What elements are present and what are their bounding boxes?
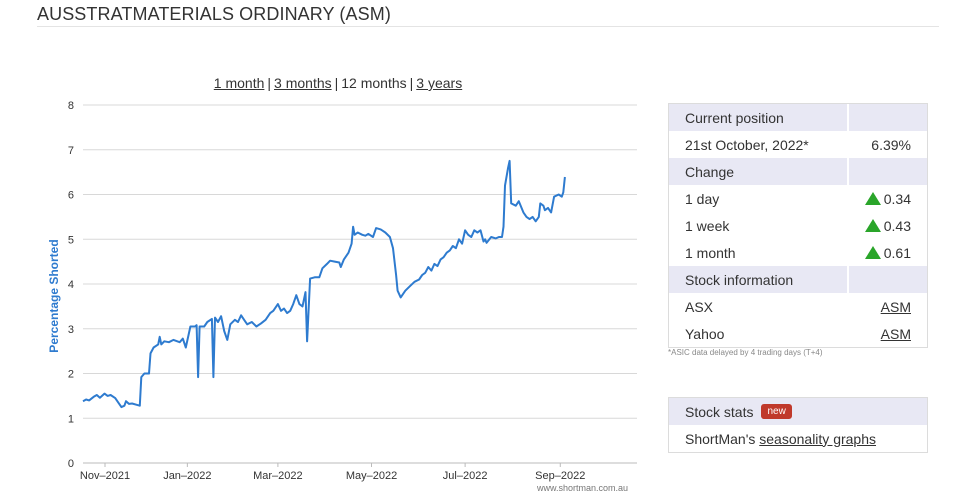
- range-1-month-link[interactable]: 1 month: [213, 75, 265, 91]
- stock-information-header: Stock information: [669, 266, 927, 293]
- change-row-1-month: 1 month 0.61: [685, 244, 911, 261]
- current-position-value: 6.39%: [871, 136, 911, 153]
- y-tick-label: 5: [68, 234, 74, 246]
- y-tick-label: 8: [68, 100, 74, 112]
- x-tick-label: Jul–2022: [443, 470, 488, 482]
- series-line: [82, 159, 566, 409]
- stock-stats-panel: Stock stats new ShortMan's seasonality gr…: [668, 397, 928, 453]
- current-position-row: 21st October, 2022* 6.39%: [669, 131, 927, 158]
- change-row-1-week: 1 week 0.43: [685, 217, 911, 234]
- change-header: Change: [669, 158, 927, 185]
- up-arrow-icon: [864, 245, 881, 259]
- x-tick-label: Mar–2022: [253, 470, 303, 482]
- y-tick-label: 3: [68, 324, 74, 336]
- change-row-1-day: 1 day 0.34: [685, 190, 911, 207]
- stock-summary-panel: Current position 21st October, 2022* 6.3…: [668, 103, 928, 348]
- new-badge: new: [761, 404, 792, 419]
- y-tick-label: 2: [68, 369, 74, 381]
- current-position-date: 21st October, 2022*: [685, 136, 809, 153]
- short-position-chart: 0 1 2 3 4 5 6 7 8 Nov–2021 Jan–2022 Mar–2022 May–202…: [47, 100, 637, 493]
- range-selector: 1 month | 3 months | 12 months | 3 years: [0, 75, 676, 91]
- y-tick-label: 7: [68, 145, 74, 157]
- page-title: AUSSTRATMATERIALS ORDINARY (ASM): [37, 4, 391, 24]
- x-tick-label: Sep–2022: [535, 470, 585, 482]
- up-arrow-icon: [864, 191, 881, 205]
- y-tick-label: 4: [68, 279, 74, 291]
- title-divider: [37, 26, 939, 27]
- y-tick-label: 6: [68, 190, 74, 202]
- asx-link[interactable]: ASM: [880, 298, 911, 315]
- seasonality-graphs-link[interactable]: seasonality graphs: [759, 430, 877, 447]
- range-3-months-link[interactable]: 3 months: [274, 75, 332, 91]
- up-arrow-icon: [864, 218, 881, 232]
- current-position-header: Current position: [669, 104, 927, 131]
- y-axis-label: Percentage Shorted: [47, 239, 61, 352]
- asic-delay-footnote: *ASIC data delayed by 4 trading days (T+…: [668, 348, 823, 357]
- x-tick-label: May–2022: [346, 470, 397, 482]
- range-3-years-link[interactable]: 3 years: [416, 75, 463, 91]
- x-tick-label: Nov–2021: [80, 470, 130, 482]
- stock-info-row-asx: ASX ASM: [685, 298, 911, 315]
- stock-info-row-yahoo: Yahoo ASM: [685, 325, 911, 342]
- range-separator: |: [267, 75, 272, 91]
- y-tick-label: 1: [68, 413, 74, 425]
- yahoo-link[interactable]: ASM: [880, 325, 911, 342]
- seasonality-row: ShortMan's seasonality graphs: [685, 430, 877, 447]
- y-tick-label: 0: [68, 458, 74, 470]
- range-12-months-selected: 12 months: [341, 75, 407, 91]
- range-separator: |: [334, 75, 339, 91]
- chart-credit: www.shortman.com.au: [536, 483, 628, 493]
- x-tick-label: Jan–2022: [163, 470, 211, 482]
- stock-stats-header: Stock stats new: [669, 398, 927, 425]
- range-separator: |: [409, 75, 414, 91]
